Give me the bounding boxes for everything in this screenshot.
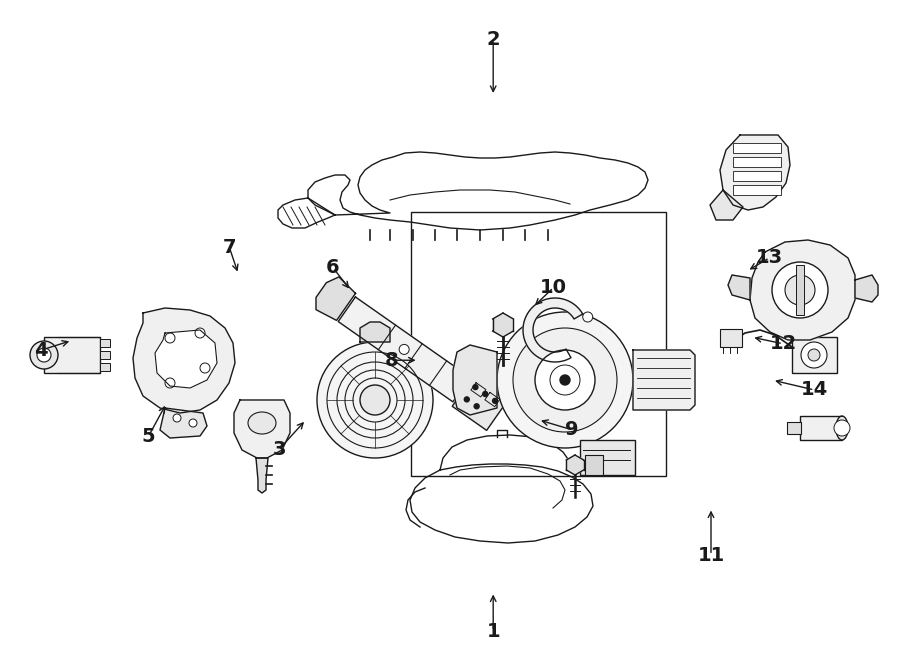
Circle shape xyxy=(474,404,479,408)
Bar xyxy=(733,185,781,195)
Text: 8: 8 xyxy=(384,351,399,369)
Polygon shape xyxy=(440,435,572,470)
Circle shape xyxy=(582,312,593,322)
Circle shape xyxy=(834,420,850,436)
Polygon shape xyxy=(256,458,268,493)
Text: 14: 14 xyxy=(801,381,828,399)
Circle shape xyxy=(482,391,488,397)
Circle shape xyxy=(513,328,617,432)
Circle shape xyxy=(801,342,827,368)
Circle shape xyxy=(492,399,498,403)
Circle shape xyxy=(535,350,595,410)
Polygon shape xyxy=(710,190,743,220)
Polygon shape xyxy=(855,275,878,302)
Bar xyxy=(792,337,837,373)
Text: 11: 11 xyxy=(698,546,724,564)
Circle shape xyxy=(37,348,51,362)
Bar xyxy=(733,171,781,181)
Bar xyxy=(44,337,100,373)
Circle shape xyxy=(808,349,820,361)
Circle shape xyxy=(30,341,58,369)
Polygon shape xyxy=(360,322,390,342)
Circle shape xyxy=(497,312,633,448)
Polygon shape xyxy=(234,400,290,458)
Circle shape xyxy=(360,385,390,415)
Polygon shape xyxy=(278,198,335,228)
Polygon shape xyxy=(728,275,750,300)
Circle shape xyxy=(165,333,175,343)
Ellipse shape xyxy=(248,412,276,434)
Polygon shape xyxy=(633,350,695,410)
Bar xyxy=(580,440,635,475)
Bar xyxy=(787,422,801,434)
Polygon shape xyxy=(410,464,593,543)
Text: 6: 6 xyxy=(326,258,340,277)
Polygon shape xyxy=(133,308,235,413)
Bar xyxy=(100,351,110,359)
Circle shape xyxy=(200,363,210,373)
Bar xyxy=(796,265,804,315)
Polygon shape xyxy=(750,240,855,340)
Polygon shape xyxy=(492,313,513,337)
Polygon shape xyxy=(566,455,584,475)
Polygon shape xyxy=(155,330,217,388)
Circle shape xyxy=(464,397,469,402)
Polygon shape xyxy=(316,277,356,321)
Circle shape xyxy=(173,414,181,422)
Circle shape xyxy=(560,375,570,385)
Text: 9: 9 xyxy=(565,420,578,439)
Circle shape xyxy=(785,275,815,305)
Circle shape xyxy=(472,385,478,389)
Circle shape xyxy=(550,365,580,395)
Circle shape xyxy=(165,378,175,388)
Text: 3: 3 xyxy=(272,440,286,459)
Circle shape xyxy=(399,344,410,354)
Text: 5: 5 xyxy=(141,427,156,446)
Text: 1: 1 xyxy=(486,622,500,641)
Text: 4: 4 xyxy=(33,341,48,360)
Ellipse shape xyxy=(836,416,848,440)
Text: 10: 10 xyxy=(540,278,567,297)
Polygon shape xyxy=(338,297,470,402)
Circle shape xyxy=(772,262,828,318)
Bar xyxy=(733,143,781,153)
Polygon shape xyxy=(308,152,648,230)
Text: 13: 13 xyxy=(756,249,783,267)
Text: 7: 7 xyxy=(223,239,236,257)
Circle shape xyxy=(189,419,197,427)
Text: 12: 12 xyxy=(770,334,796,353)
Bar xyxy=(720,329,742,347)
Bar xyxy=(411,212,666,476)
Polygon shape xyxy=(720,135,790,210)
Circle shape xyxy=(195,328,205,338)
Polygon shape xyxy=(160,408,207,438)
Bar xyxy=(100,339,110,347)
Bar xyxy=(733,157,781,167)
Bar xyxy=(800,416,842,440)
Circle shape xyxy=(317,342,433,458)
Polygon shape xyxy=(452,375,508,430)
Bar xyxy=(100,363,110,371)
Polygon shape xyxy=(453,345,497,415)
Bar xyxy=(585,455,603,475)
Text: 2: 2 xyxy=(486,30,500,49)
Polygon shape xyxy=(523,298,582,362)
